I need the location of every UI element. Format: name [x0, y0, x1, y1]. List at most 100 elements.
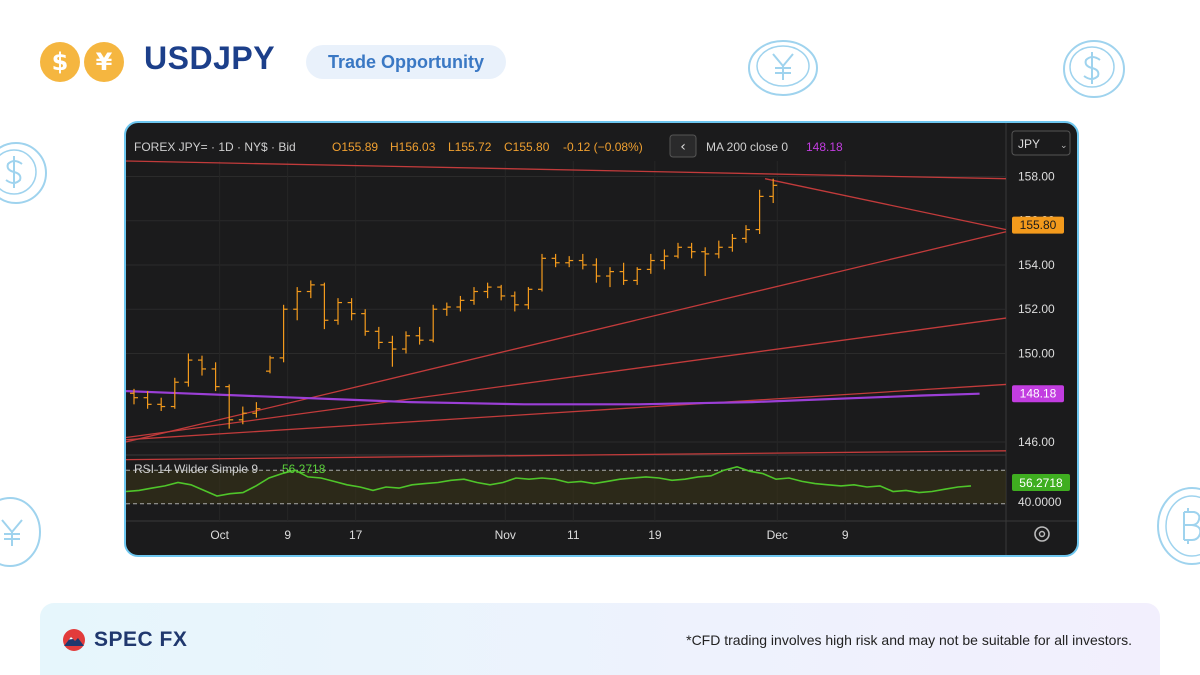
trend-line-resistance: [764, 178, 1007, 231]
ohlc-bar: [551, 253, 560, 268]
ohlc-bar: [497, 284, 506, 301]
ohlc-bar: [592, 258, 601, 283]
x-tick-label: 11: [567, 528, 580, 542]
ohlc-bar: [293, 287, 302, 321]
ohlc-bar: [388, 335, 397, 367]
ohlc-bar: [225, 384, 234, 429]
ma-label: MA 200 close 0: [706, 140, 788, 154]
brand-name: SPEC FX: [94, 628, 188, 651]
x-tick-label: 17: [349, 528, 363, 542]
ma-200-path: [126, 390, 980, 406]
price-bars: [130, 178, 778, 429]
ohlc-bar: [442, 302, 451, 316]
y-tick-label: 158.00: [1018, 169, 1055, 183]
trend-line: [126, 317, 1007, 439]
ohlc-bar: [238, 406, 247, 425]
x-tick-label: 9: [284, 528, 291, 542]
y-tick-label: 146.00: [1018, 435, 1055, 449]
trend-line: [126, 450, 1007, 461]
ohlc-bar: [674, 242, 682, 259]
x-tick-label: Dec: [767, 528, 788, 542]
ohlc-bar: [157, 397, 166, 411]
last-price-label: 155.80: [1020, 218, 1057, 232]
ohlc-bar: [470, 287, 478, 305]
disclaimer-text: *CFD trading involves high risk and may …: [686, 632, 1132, 648]
ohlc-bar: [660, 249, 669, 270]
dollar-coin-left-decoration-icon: [0, 142, 47, 204]
open-value: O155.89: [332, 140, 378, 154]
dollar-coin-icon: $: [40, 42, 80, 82]
ma-value: 148.18: [806, 140, 843, 154]
x-tick-label: 19: [648, 528, 662, 542]
ma-price-label: 148.18: [1020, 387, 1057, 401]
y-tick-label: 154.00: [1018, 258, 1055, 272]
rsi-value-box: [1012, 474, 1070, 491]
ohlc-bar: [266, 355, 274, 374]
ohlc-bar: [742, 225, 750, 243]
ohlc-bar: [565, 256, 574, 268]
ohlc-bar: [130, 388, 138, 405]
ohlc-bar: [701, 247, 710, 277]
ohlc-bar: [198, 355, 206, 376]
ohlc-bar: [578, 253, 587, 270]
rsi-value: 56.2718: [282, 462, 326, 476]
rsi-label: RSI 14 Wilder Simple 9: [134, 462, 258, 476]
ohlc-bar: [429, 304, 438, 343]
ohlc-bar: [456, 295, 465, 312]
y-tick-label: 150.00: [1018, 346, 1055, 360]
yen-coin-decoration-icon: [748, 40, 818, 96]
ohlc-bar: [306, 280, 315, 299]
ohlc-bar: [538, 253, 546, 292]
ohlc-bar: [374, 326, 383, 350]
ohlc-bar: [633, 267, 642, 285]
time-axis: Oct 9 17 Nov 11 19 Dec 9: [210, 528, 849, 542]
symbol-label: FOREX JPY= · 1D · NY$ · Bid: [134, 140, 296, 154]
ohlc-bar: [279, 304, 288, 363]
ma-200-line: [126, 390, 980, 406]
settings-gear-icon[interactable]: [1034, 526, 1050, 542]
collapse-legend-button[interactable]: [669, 134, 697, 158]
currency-selector[interactable]: [1011, 130, 1071, 156]
high-value: H156.03: [390, 140, 436, 154]
ohlc-bar: [143, 391, 152, 409]
x-tick-label: Oct: [210, 528, 229, 542]
ohlc-bar: [334, 298, 342, 325]
last-price-box: [1012, 216, 1064, 234]
ohlc-bar: [646, 253, 655, 274]
ohlc-bar: [714, 240, 723, 259]
rsi-panel: [126, 465, 1006, 505]
rsi-lower-level: 40.0000: [1018, 495, 1062, 509]
ohlc-bar: [769, 178, 778, 204]
brand-logo: SPEC FX: [62, 628, 187, 652]
change-value: -0.12 (−0.08%): [563, 140, 643, 154]
ma-price-box: [1012, 385, 1064, 403]
ohlc-bar: [755, 189, 764, 234]
settings-gear-center-icon: [1038, 530, 1046, 538]
ohlc-bar: [402, 331, 410, 354]
rsi-band: [126, 470, 1006, 504]
bitcoin-coin-decoration-icon: [1157, 487, 1200, 565]
yen-coin-left-decoration-icon: [0, 497, 41, 567]
rsi-axis-value: 56.2718: [1019, 476, 1063, 490]
chevron-down-icon: ⌄: [1060, 141, 1068, 151]
y-tick-label: 152.00: [1018, 302, 1055, 316]
ohlc-bar: [361, 309, 370, 336]
mountain-logo-icon: [63, 629, 85, 651]
ohlc-bar: [606, 267, 614, 288]
trade-opportunity-badge: Trade Opportunity: [306, 45, 506, 79]
ohlc-bar: [524, 287, 533, 310]
rsi-line: [126, 465, 972, 497]
ohlc-bar: [619, 262, 628, 285]
trend-lines: [126, 160, 1007, 461]
ohlc-bar: [483, 282, 492, 299]
dollar-coin-decoration-icon: [1063, 40, 1125, 98]
x-tick-label: Nov: [495, 528, 516, 542]
x-tick-label: 9: [842, 528, 849, 542]
grid-lines: [126, 123, 1077, 555]
pair-title: USDJPY: [144, 40, 276, 76]
low-value: L155.72: [448, 140, 492, 154]
trend-line: [126, 231, 1007, 443]
ohlc-bar: [687, 242, 696, 259]
